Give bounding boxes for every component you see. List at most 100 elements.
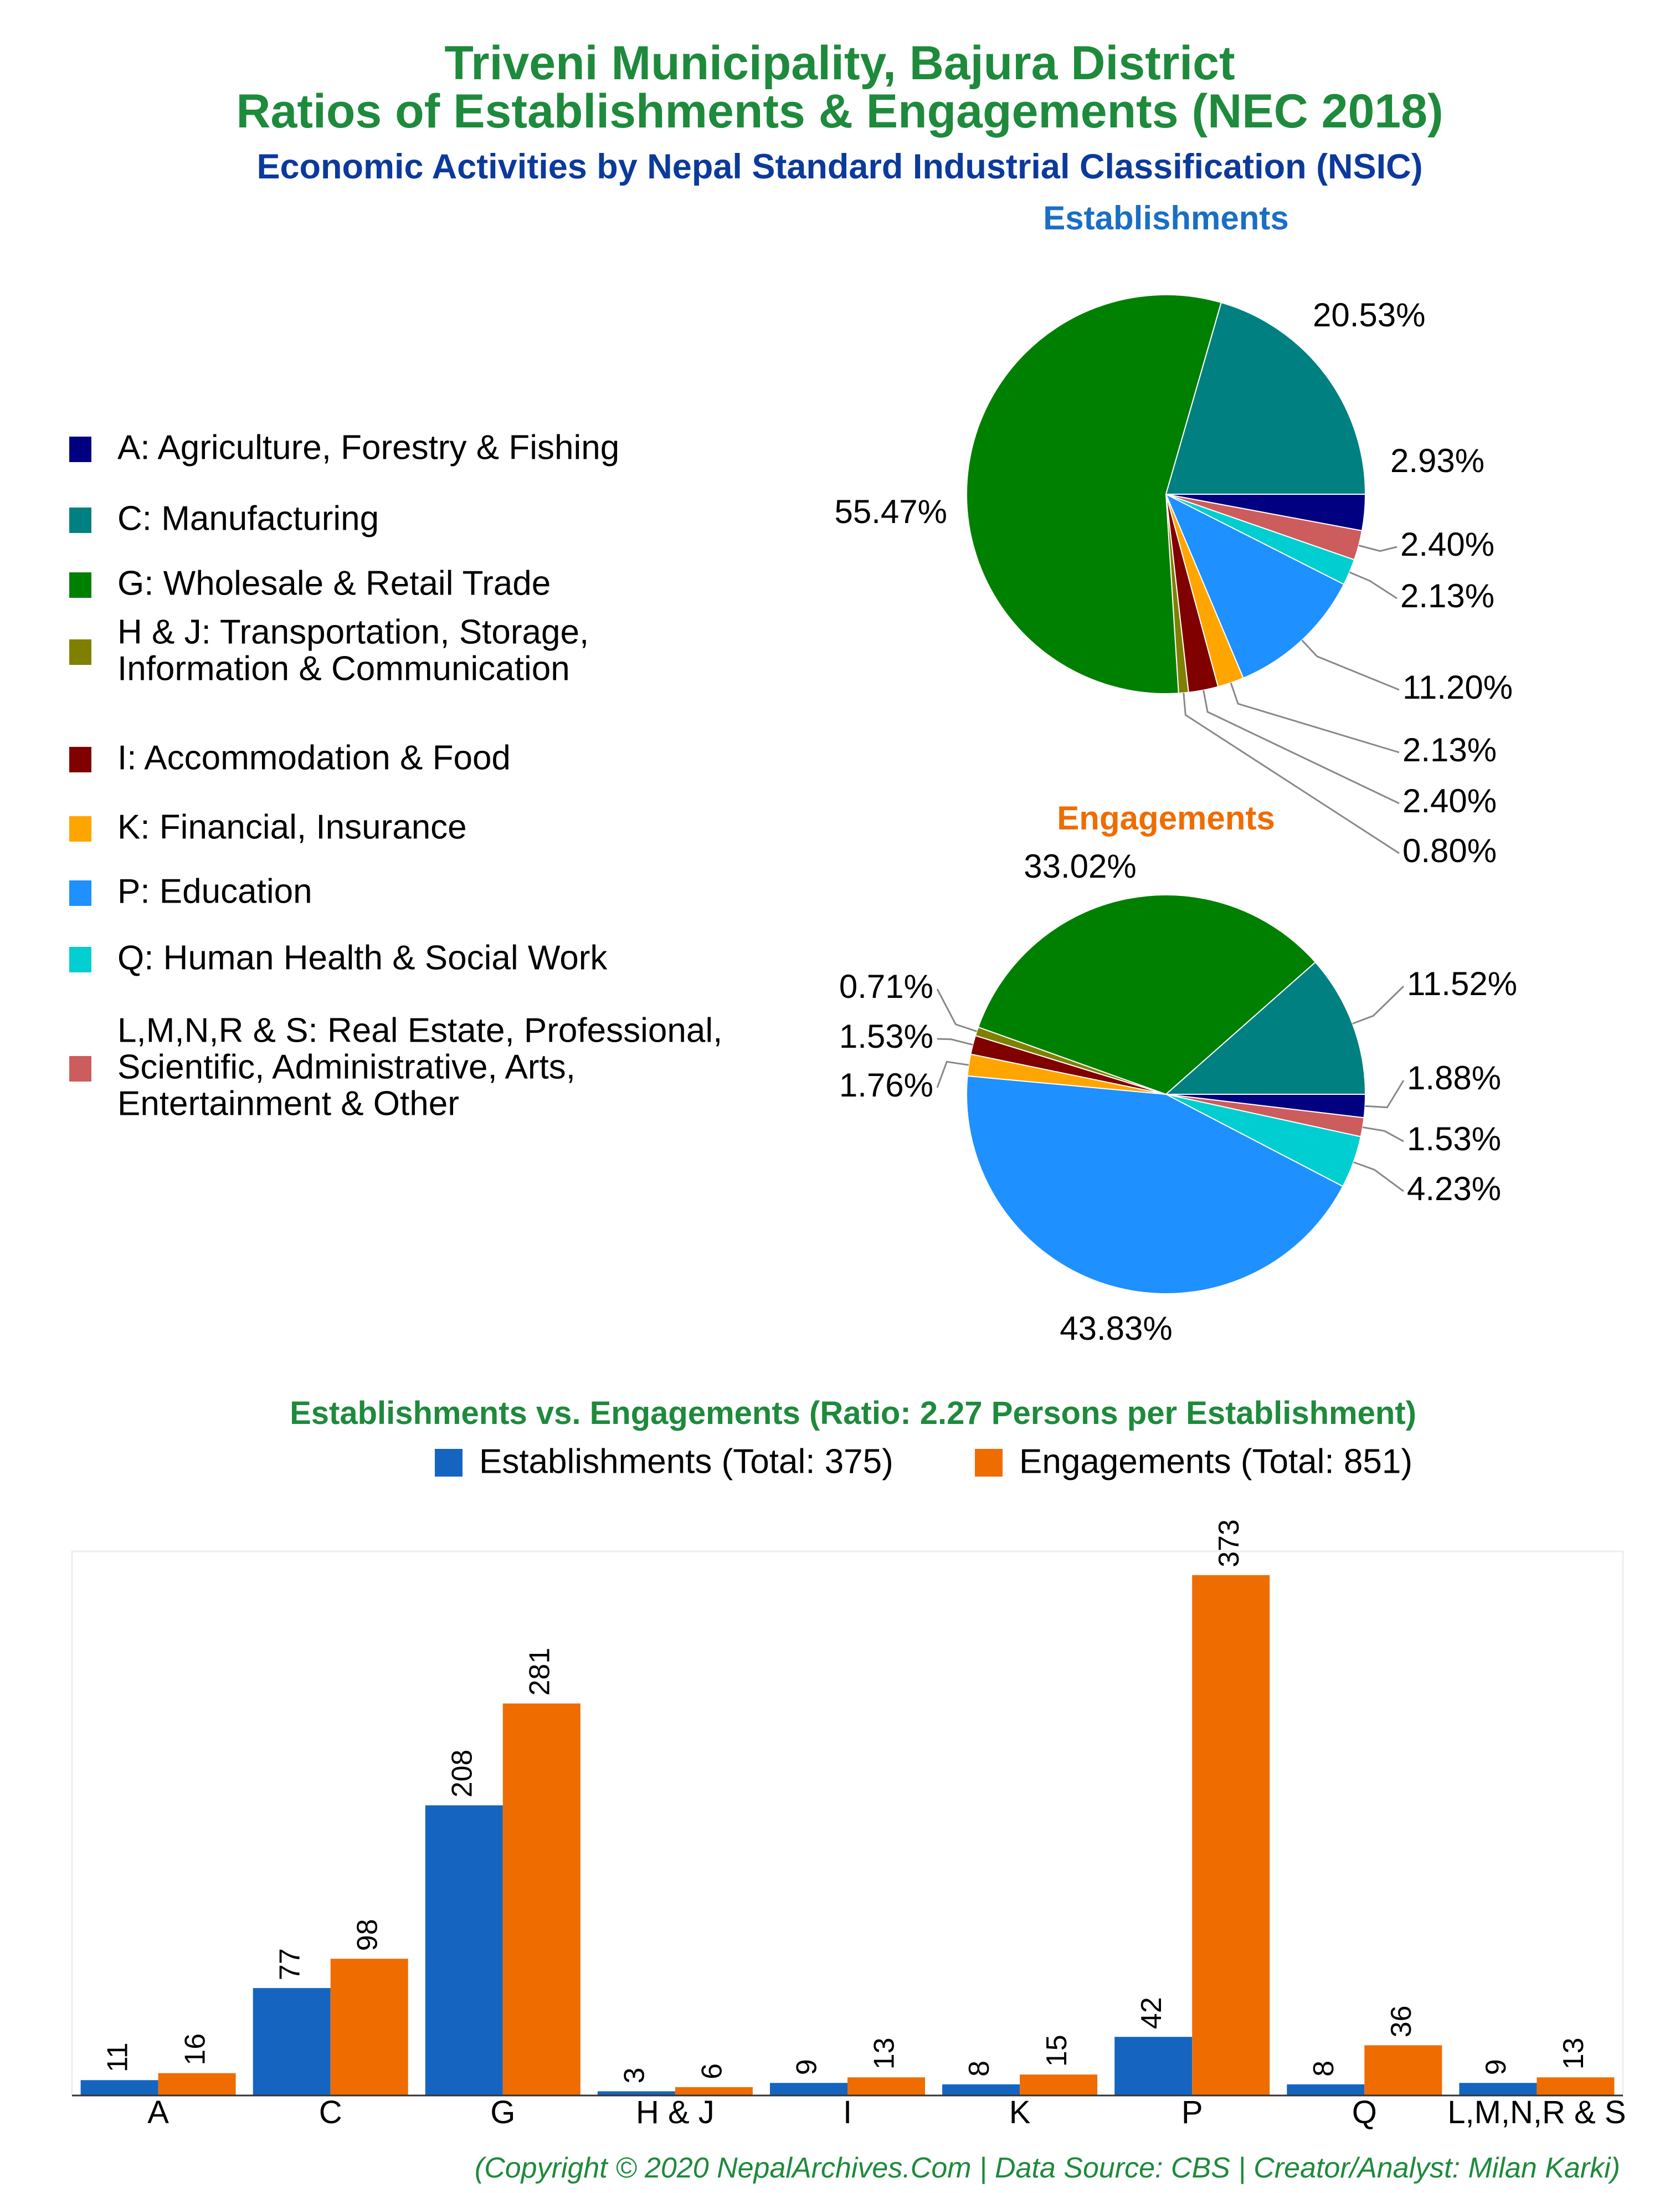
legend-swatch-a: [69, 437, 91, 462]
x-axis-ticks: A C G H & J I K P Q L,M,N,R & S: [72, 2094, 1626, 2130]
bar-establishments-3: [597, 2091, 675, 2095]
pie-label-k: 2.13%: [1402, 731, 1497, 768]
pie-leader-line-k: [936, 1060, 969, 1088]
legend-swatch-k: [69, 816, 91, 842]
bar-value-label: 6: [696, 2063, 728, 2079]
pie-label-l: 1.53%: [1407, 1120, 1501, 1157]
x-tick-label: I: [843, 2094, 852, 2130]
bar-engagements-7: [1364, 2045, 1442, 2095]
bar-value-label: 42: [1136, 1997, 1168, 2029]
legend-swatch-c: [69, 508, 91, 533]
bar-value-label: 98: [351, 1919, 383, 1951]
bar-value-label: 8: [963, 2061, 995, 2077]
engagements-pie: 1.88% 1.53% 4.23% 43.83% 1.76% 1.53% 0.71% 33.0…: [839, 848, 1517, 1347]
bar-value-label: 373: [1213, 1519, 1245, 1567]
bar-value-label: 3: [619, 2067, 651, 2083]
bar-chart-title: Establishments vs. Engagements (Ratio: 2…: [290, 1395, 1416, 1431]
bar-value-label: 13: [1558, 2037, 1590, 2069]
pie-slice-c: [1165, 301, 1366, 495]
pie-label-a: 1.88%: [1407, 1059, 1501, 1096]
pie-leader-line-a: [1365, 1080, 1405, 1109]
legend-label-l: Scientific, Administrative, Arts,: [117, 1048, 576, 1086]
bar-value-label: 36: [1385, 2006, 1417, 2038]
chart-title-line2: Ratios of Establishments & Engagements (…: [236, 85, 1443, 138]
pie-label-c: 11.52%: [1407, 965, 1517, 1002]
pie-leader-line-i: [1203, 690, 1400, 805]
category-legend: A: Agriculture, Forestry & Fishing C: Man…: [69, 428, 722, 1123]
legend-label-hj: Information & Communication: [117, 649, 570, 688]
legend-swatch-establishments: [435, 1449, 463, 1477]
bar-establishments-4: [770, 2083, 847, 2095]
bar-value-label: 16: [179, 2033, 211, 2066]
legend-label-q: Q: Human Health & Social Work: [117, 939, 608, 977]
legend-swatch-i: [69, 747, 91, 772]
legend-label-g: G: Wholesale & Retail Trade: [117, 564, 551, 602]
legend-swatch-q: [69, 947, 91, 972]
chart-title-line1: Triveni Municipality, Bajura District: [444, 37, 1235, 90]
bar-engagements-8: [1537, 2077, 1615, 2095]
legend-label-hj: H & J: Transportation, Storage,: [117, 613, 589, 651]
legend-label-i: I: Accommodation & Food: [117, 739, 511, 777]
bar-establishments-5: [942, 2084, 1020, 2095]
bar-engagements-5: [1020, 2074, 1098, 2095]
legend-swatch-engagements: [975, 1449, 1003, 1477]
chart-subtitle: Economic Activities by Nepal Standard In…: [256, 147, 1422, 186]
bar-engagements-6: [1192, 1575, 1270, 2095]
pie-slice-p: [1165, 493, 1345, 679]
legend-label-a: A: Agriculture, Forestry & Fishing: [117, 428, 619, 467]
footer-credit: (Copyright © 2020 NepalArchives.Com | Da…: [475, 2152, 1620, 2184]
bar-value-label: 15: [1041, 2035, 1073, 2067]
pie-leader-line-hj: [936, 988, 977, 1032]
x-tick-label: Q: [1352, 2094, 1377, 2130]
pie-leader-line-q: [1353, 1161, 1404, 1192]
legend-label-p: P: Education: [117, 872, 312, 910]
pie-leader-line-l: [1358, 544, 1398, 552]
bar-value-label: 77: [274, 1948, 306, 1980]
engagements-pie-title: Engagements: [1057, 800, 1275, 837]
legend-label-establishments: Establishments (Total: 375): [479, 1442, 893, 1480]
legend-label-k: K: Financial, Insurance: [117, 808, 467, 846]
bar-engagements-4: [847, 2077, 925, 2095]
pie-leader-line-l: [1362, 1126, 1404, 1142]
establishments-pie: 2.93% 2.40% 2.13% 11.20% 2.13% 2.40% 0.80% 55.4…: [835, 294, 1513, 869]
bar-establishments-6: [1114, 2037, 1193, 2095]
legend-label-l: L,M,N,R & S: Real Estate, Professional,: [117, 1011, 722, 1049]
establishments-pie-title: Establishments: [1043, 199, 1288, 237]
pie-label-k: 1.76%: [839, 1067, 933, 1104]
pie-leader-line-p: [1301, 639, 1400, 691]
bar-value-label: 9: [1480, 2059, 1512, 2075]
bar-establishments-8: [1459, 2083, 1537, 2095]
pie-label-hj: 0.80%: [1402, 832, 1497, 869]
pie-leader-line-k: [1230, 682, 1400, 754]
pie-label-q: 2.13%: [1400, 577, 1494, 614]
bar-engagements-2: [502, 1703, 580, 2095]
pie-label-c: 20.53%: [1313, 296, 1426, 334]
legend-swatch-l: [69, 1056, 91, 1082]
legend-label-c: C: Manufacturing: [117, 499, 379, 537]
pie-leader-line-q: [1349, 571, 1398, 600]
bar-establishments-0: [80, 2080, 158, 2095]
pie-leader-line-hj: [1183, 693, 1400, 854]
x-tick-label: L,M,N,R & S: [1447, 2094, 1626, 2130]
bar-value-label: 208: [446, 1750, 479, 1798]
bar-value-label: 13: [869, 2037, 901, 2069]
pie-slice-p: [965, 1075, 1344, 1295]
bar-engagements-0: [158, 2073, 236, 2095]
pie-slice-c: [1164, 961, 1366, 1095]
bar-establishments-1: [253, 1988, 331, 2095]
bar-establishments-2: [425, 1805, 503, 2095]
pie-label-a: 2.93%: [1390, 442, 1484, 479]
pie-label-i: 1.53%: [839, 1018, 933, 1055]
bar-engagements-3: [675, 2087, 753, 2095]
pie-label-p: 43.83%: [1060, 1310, 1173, 1347]
bar-value-label: 11: [101, 2042, 133, 2072]
pie-label-p: 11.20%: [1402, 669, 1513, 706]
legend-label-engagements: Engagements (Total: 851): [1019, 1442, 1412, 1480]
bar-establishments-7: [1287, 2084, 1365, 2095]
legend-swatch-p: [69, 880, 91, 906]
bar-engagements-1: [330, 1959, 408, 2095]
bar-value-label: 8: [1308, 2061, 1340, 2077]
pie-label-g: 55.47%: [835, 493, 948, 530]
